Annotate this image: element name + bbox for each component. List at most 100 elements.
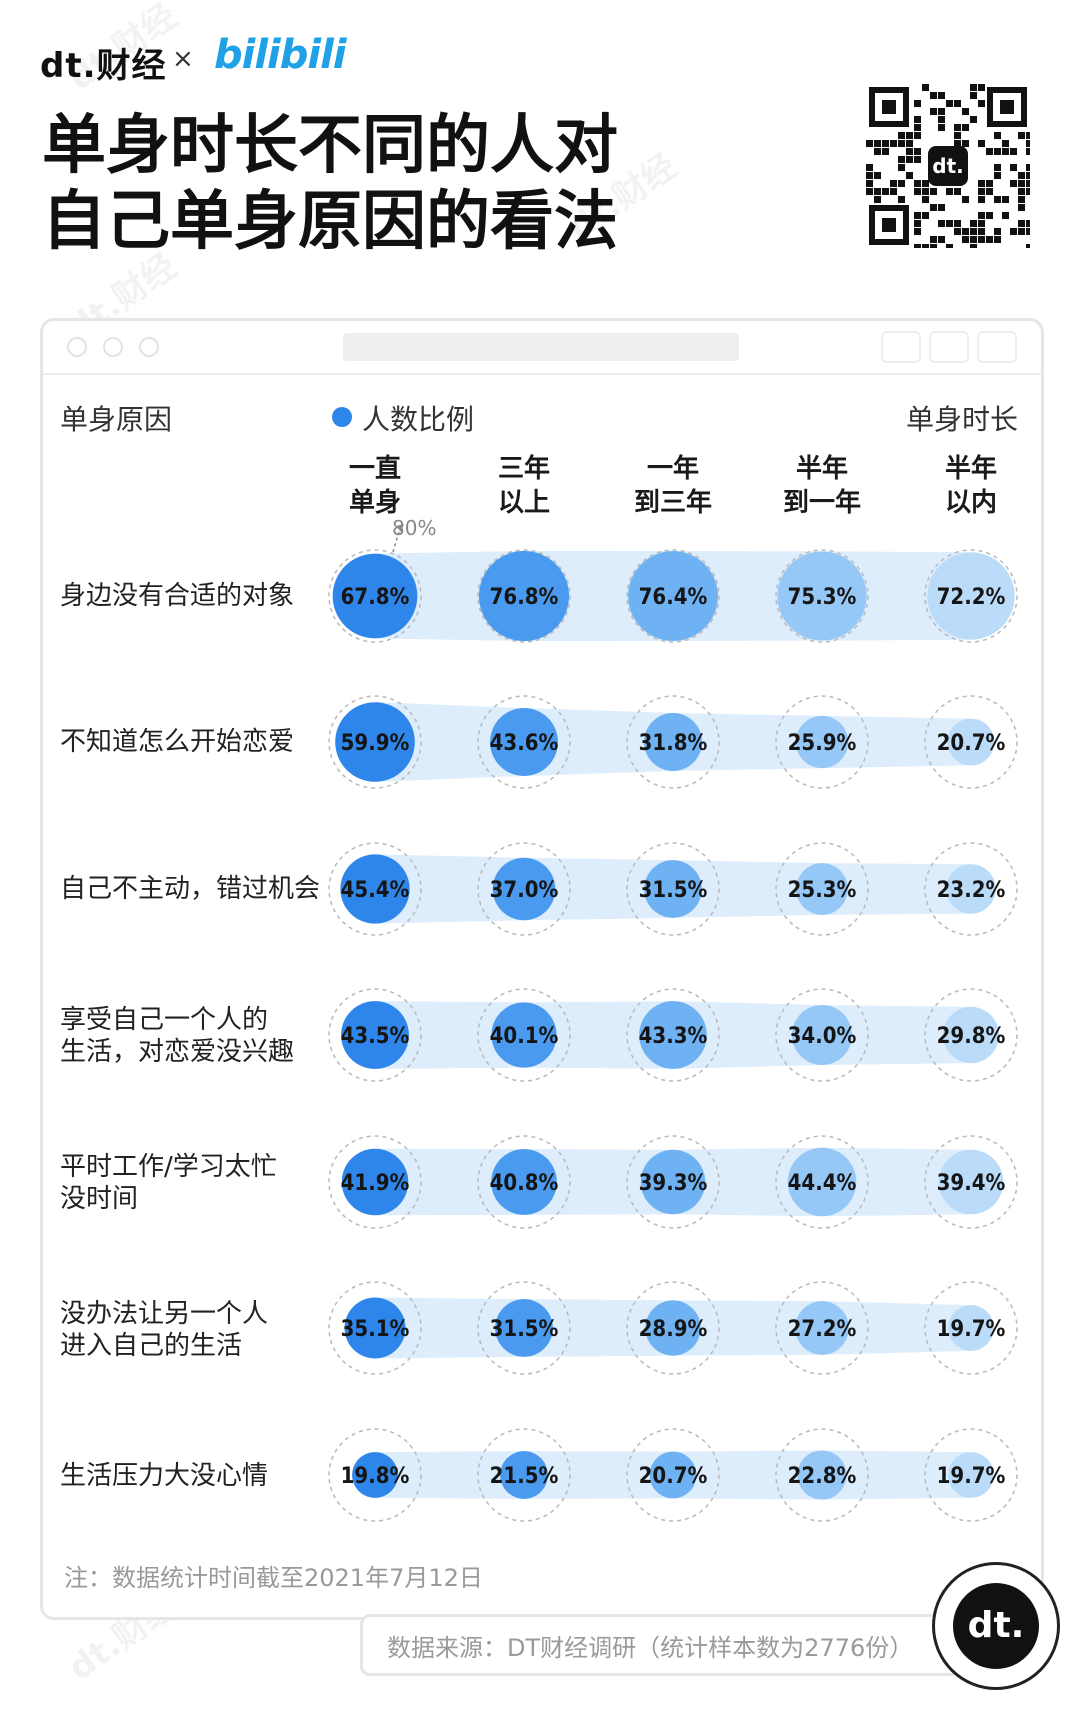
reference-circle xyxy=(477,988,571,1082)
column-header-line: 到一年 xyxy=(782,488,861,518)
data-label: 21.5% xyxy=(490,1464,559,1489)
reference-circle xyxy=(775,1428,869,1522)
row-label-line: 不知道怎么开始恋爱 xyxy=(60,727,295,757)
row-label: 平时工作/学习太忙 没时间 xyxy=(60,1151,330,1215)
data-label: 76.4% xyxy=(639,585,708,610)
data-bubble xyxy=(340,854,410,924)
reference-circle xyxy=(477,1135,571,1229)
data-label: 43.3% xyxy=(639,1024,708,1049)
data-bubble xyxy=(335,702,415,782)
data-label: 34.0% xyxy=(788,1024,857,1049)
data-label: 72.2% xyxy=(937,585,1006,610)
reference-circle xyxy=(477,1428,571,1522)
data-label: 39.3% xyxy=(639,1171,708,1196)
row-label: 享受自己一个人的 生活，对恋爱没兴趣 xyxy=(60,1004,330,1068)
data-bubble xyxy=(942,1006,1000,1064)
reference-circle xyxy=(328,1428,422,1522)
column-header: 一年 到三年 xyxy=(613,452,733,520)
column-header: 三年 以上 xyxy=(464,452,584,520)
data-bubble xyxy=(491,1149,557,1215)
reference-circle xyxy=(924,842,1018,936)
svg-text:dt.: dt. xyxy=(932,154,963,178)
data-bubble xyxy=(787,1147,857,1217)
data-label: 20.7% xyxy=(639,1464,708,1489)
column-header: 一直 单身 xyxy=(315,452,435,520)
data-bubble xyxy=(352,1452,398,1498)
data-bubble xyxy=(948,1305,994,1351)
column-header-line: 半年 xyxy=(944,454,997,484)
column-header-line: 以上 xyxy=(497,488,550,518)
reference-circle xyxy=(328,988,422,1082)
data-bubble xyxy=(649,1451,697,1499)
data-bubble xyxy=(948,1452,994,1498)
column-header-line: 半年 xyxy=(795,454,848,484)
reference-circle xyxy=(775,695,869,789)
window-close-icon xyxy=(67,337,87,357)
data-bubble xyxy=(947,718,995,766)
data-label: 35.1% xyxy=(341,1317,410,1342)
row-axis-label: 单身原因 xyxy=(60,403,173,436)
data-bubble xyxy=(795,715,849,769)
chart-panel xyxy=(40,318,1044,1620)
column-header-line: 以内 xyxy=(944,488,997,518)
reference-arrowhead xyxy=(396,524,404,532)
data-bubble xyxy=(640,1149,706,1215)
row-label: 身边没有合适的对象 xyxy=(60,580,330,612)
data-label: 40.8% xyxy=(490,1171,559,1196)
data-label: 29.8% xyxy=(937,1024,1006,1049)
reference-circle xyxy=(775,549,869,643)
data-bubble xyxy=(797,1450,847,1500)
data-label: 45.4% xyxy=(341,878,410,903)
data-bubble xyxy=(495,1299,553,1357)
data-label: 23.2% xyxy=(937,878,1006,903)
row-label-line: 没时间 xyxy=(60,1184,139,1214)
reference-circle xyxy=(328,695,422,789)
reference-circle xyxy=(328,549,422,643)
data-label: 76.8% xyxy=(490,585,559,610)
data-bubble xyxy=(341,1001,409,1069)
data-label: 25.9% xyxy=(788,731,857,756)
data-bubble xyxy=(796,863,848,915)
reference-circle xyxy=(626,695,720,789)
reference-circle xyxy=(775,842,869,936)
data-bubble xyxy=(946,864,996,914)
data-label: 43.6% xyxy=(490,731,559,756)
reference-circle xyxy=(328,1135,422,1229)
data-bubble xyxy=(777,551,867,641)
column-header-line: 三年 xyxy=(497,454,550,484)
data-label: 22.8% xyxy=(788,1464,857,1489)
reference-circle xyxy=(626,1281,720,1375)
data-label: 25.3% xyxy=(788,878,857,903)
column-axis-label: 单身时长 xyxy=(905,403,1018,436)
reference-circle xyxy=(775,1281,869,1375)
row-label-line: 平时工作/学习太忙 xyxy=(60,1152,277,1182)
data-bubble xyxy=(927,552,1015,640)
reference-circle xyxy=(924,1428,1018,1522)
reference-circle xyxy=(924,695,1018,789)
header: dt.财经 × bilibili 单身时长不同的人对 自己单身原因的看法 dt. xyxy=(0,0,1080,300)
bilibili-logo: bilibili xyxy=(214,32,347,78)
row-label-line: 进入自己的生活 xyxy=(60,1331,243,1361)
window-title-bar xyxy=(43,321,1041,375)
data-source: 数据来源：DT财经调研（统计样本数为2776份） xyxy=(360,1614,960,1676)
row-label: 自己不主动，错过机会 xyxy=(60,873,330,905)
reference-circle xyxy=(924,1281,1018,1375)
reference-circle xyxy=(626,988,720,1082)
data-label: 19.7% xyxy=(937,1464,1006,1489)
data-bubble xyxy=(645,1300,701,1356)
reference-circle xyxy=(328,842,422,936)
reference-circle xyxy=(477,549,571,643)
data-bubble xyxy=(639,1001,707,1069)
data-bubble xyxy=(490,708,558,776)
data-bubble xyxy=(341,1148,409,1216)
qr-code-icon[interactable]: dt. xyxy=(866,84,1030,248)
row-label-line: 自己不主动，错过机会 xyxy=(60,874,321,904)
legend: 人数比例 xyxy=(332,398,474,438)
data-label: 19.7% xyxy=(937,1317,1006,1342)
data-label: 41.9% xyxy=(341,1171,410,1196)
collab-x-mark: × xyxy=(172,44,194,74)
data-label: 43.5% xyxy=(341,1024,410,1049)
data-bubble xyxy=(500,1451,548,1499)
column-header: 半年 到一年 xyxy=(762,452,882,520)
